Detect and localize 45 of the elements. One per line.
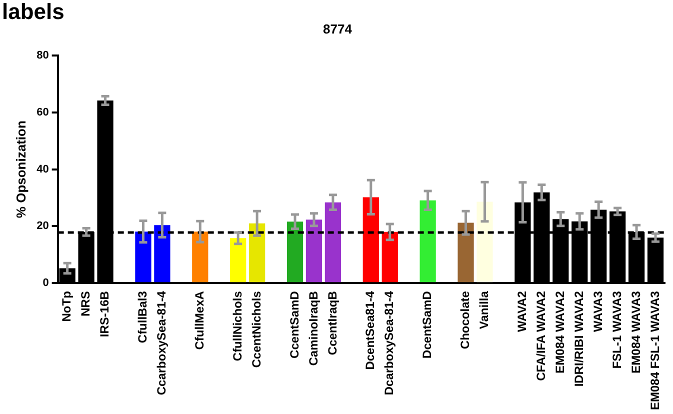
bar xyxy=(230,238,246,282)
y-tick-label: 20 xyxy=(36,220,49,232)
bar xyxy=(458,222,474,282)
x-tick-label: CcentSamD xyxy=(287,290,302,358)
x-tick-label: Vanilla xyxy=(477,290,492,330)
x-tick-label: NRS xyxy=(78,291,93,316)
x-tick-label: CfullMexA xyxy=(192,290,206,350)
x-tick-label: Chocolate xyxy=(458,290,472,350)
x-tick-label: CFA/IFA WAVA2 xyxy=(534,290,548,381)
bar xyxy=(382,232,398,282)
x-tick-label: DcentSea81-4 xyxy=(363,290,378,370)
x-tick-label: CfullBal3 xyxy=(136,290,150,344)
bar xyxy=(476,202,493,282)
bar xyxy=(249,223,266,282)
bar xyxy=(324,202,342,282)
bar xyxy=(420,200,436,282)
x-tick-label: IDRI/RIBI WAVA2 xyxy=(572,290,586,387)
x-tick-label: CcentIraqB xyxy=(325,290,340,356)
bar xyxy=(362,197,379,282)
x-tick-label: CaminoIraqB xyxy=(306,290,320,366)
x-tick-label: EM084 WAVA2 xyxy=(552,290,567,374)
bar xyxy=(192,232,208,282)
y-tick-label: 60 xyxy=(36,106,49,118)
x-tick-label: CcarboxySea-81-4 xyxy=(154,290,169,396)
x-tick-label: WAVA2 xyxy=(515,290,530,332)
y-axis-title: % Opsonization xyxy=(13,120,28,218)
x-tick-label: EM084 WAVA3 xyxy=(628,290,643,374)
x-tick-label: NoTp xyxy=(60,291,74,322)
x-tick-label: IRS-16B xyxy=(98,290,112,338)
x-tick-label: WAVA3 xyxy=(590,290,605,332)
y-tick-label: 40 xyxy=(36,163,49,176)
bar xyxy=(154,225,170,282)
x-tick-label: CcentNichols xyxy=(249,290,264,368)
bar xyxy=(306,220,322,282)
bar xyxy=(135,232,152,282)
bar xyxy=(286,222,304,282)
x-tick-label: CfullNichols xyxy=(230,290,244,362)
y-tick-label: 0 xyxy=(42,277,49,290)
text: labels xyxy=(2,0,64,24)
x-tick-label: FSL-1 WAVA3 xyxy=(610,290,624,369)
x-tick-label: DcarboxySea-81-4 xyxy=(382,290,396,396)
x-tick-label: EM084 FSL-1 WAVA3 xyxy=(648,290,662,410)
y-tick-label: 80 xyxy=(36,50,49,62)
chart-title: 8774 xyxy=(323,21,353,36)
x-tick-label: DcentSamD xyxy=(420,290,434,358)
